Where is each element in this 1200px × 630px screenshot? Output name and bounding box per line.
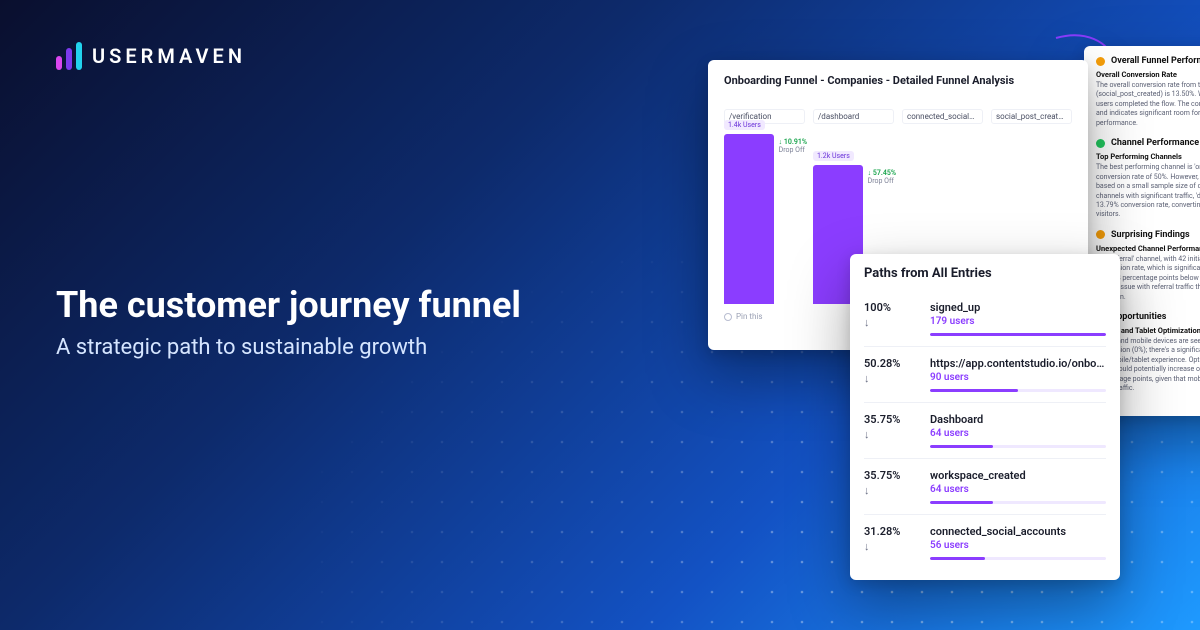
path-name: connected_social_accounts (930, 525, 1106, 538)
paths-rows: 100% ↓ signed_up 179 users 50.28% ↓ https://ap… (864, 291, 1106, 570)
insight-body: The best performing channel is 'organic … (1096, 163, 1200, 220)
path-pct: 50.28% (864, 357, 920, 370)
funnel-step-label: /dashboard (813, 109, 894, 124)
path-row: 100% ↓ signed_up 179 users (864, 291, 1106, 346)
funnel-card-title: Onboarding Funnel - Companies - Detailed… (724, 74, 1072, 87)
insight-section: Channel Performance Top Performing Channe… (1096, 138, 1200, 220)
funnel-dropoff: ↓ 57.45%Drop Off (868, 169, 896, 185)
funnel-bar-cell: 1.4k Users↓ 10.91%Drop Off (724, 134, 805, 304)
insight-dot-icon (1096, 139, 1105, 148)
funnel-dropoff: ↓ 10.91%Drop Off (779, 138, 807, 154)
insight-body: The overall conversion rate from the fir… (1096, 81, 1200, 128)
path-pct-cell: 35.75% ↓ (864, 413, 920, 448)
path-bar (930, 445, 1106, 448)
path-users: 90 users (930, 372, 1106, 383)
path-bar (930, 389, 1106, 392)
path-users: 179 users (930, 316, 1106, 327)
insight-subtitle: Top Performing Channels (1096, 152, 1200, 161)
insight-title: Overall Funnel Performance (1111, 56, 1200, 66)
path-pct-cell: 50.28% ↓ (864, 357, 920, 392)
path-pct: 31.28% (864, 525, 920, 538)
brand-logo: USERMAVEN (56, 42, 246, 70)
insight-heading: Overall Funnel Performance (1096, 56, 1200, 66)
logo-bars-icon (56, 42, 82, 70)
insight-title: Channel Performance (1111, 138, 1199, 148)
arrow-down-icon: ↓ (864, 428, 920, 441)
funnel-bar-badge: 1.4k Users (724, 120, 765, 130)
path-pct: 35.75% (864, 469, 920, 482)
path-detail-cell: connected_social_accounts 56 users (930, 525, 1106, 560)
path-name: workspace_created (930, 469, 1106, 482)
path-pct-cell: 35.75% ↓ (864, 469, 920, 504)
insight-section: Overall Funnel Performance Overall Conver… (1096, 56, 1200, 128)
arrow-down-icon: ↓ (864, 316, 920, 329)
path-detail-cell: https://app.contentstudio.io/onbo… 90 use… (930, 357, 1106, 392)
path-bar (930, 333, 1106, 336)
paths-card: Paths from All Entries 100% ↓ signed_up 179… (850, 254, 1120, 580)
path-row: 31.28% ↓ connected_social_accounts 56 users (864, 514, 1106, 570)
path-bar (930, 501, 1106, 504)
hero-title: The customer journey funnel (56, 284, 521, 327)
path-users: 64 users (930, 484, 1106, 495)
funnel-step-label: connected_social_a… (902, 109, 983, 124)
path-pct-cell: 31.28% ↓ (864, 525, 920, 560)
funnel-step-label: social_post_create… (991, 109, 1072, 124)
path-pct: 35.75% (864, 413, 920, 426)
arrow-down-icon: ↓ (864, 372, 920, 385)
path-row: 35.75% ↓ workspace_created 64 users (864, 458, 1106, 514)
path-users: 64 users (930, 428, 1106, 439)
hero-copy: The customer journey funnel A strategic … (56, 284, 521, 360)
insight-dot-icon (1096, 57, 1105, 66)
arrow-down-icon: ↓ (864, 484, 920, 497)
insight-subtitle: Unexpected Channel Performance (1096, 244, 1200, 253)
funnel-step-labels: /verification/dashboardconnected_social_… (724, 109, 1072, 124)
funnel-bar-badge: 1.2k Users (813, 151, 854, 161)
hero-subtitle: A strategic path to sustainable growth (56, 335, 521, 360)
path-detail-cell: signed_up 179 users (930, 301, 1106, 336)
path-row: 50.28% ↓ https://app.contentstudio.io/onbo… (864, 346, 1106, 402)
path-detail-cell: workspace_created 64 users (930, 469, 1106, 504)
funnel-bar (724, 134, 774, 304)
path-users: 56 users (930, 540, 1106, 551)
path-name: signed_up (930, 301, 1106, 314)
insight-heading: Surprising Findings (1096, 230, 1200, 240)
brand-name: USERMAVEN (92, 44, 246, 68)
pin-label: Pin this (736, 312, 763, 321)
path-pct-cell: 100% ↓ (864, 301, 920, 336)
arrow-down-icon: ↓ (864, 540, 920, 553)
path-pct: 100% (864, 301, 920, 314)
path-name: https://app.contentstudio.io/onbo… (930, 357, 1106, 370)
pin-icon (724, 313, 732, 321)
path-bar (930, 557, 1106, 560)
insight-title: Surprising Findings (1111, 230, 1190, 240)
path-detail-cell: Dashboard 64 users (930, 413, 1106, 448)
hero-banner: USERMAVEN The customer journey funnel A … (0, 0, 1200, 630)
insight-dot-icon (1096, 230, 1105, 239)
insight-heading: Channel Performance (1096, 138, 1200, 148)
paths-card-title: Paths from All Entries (864, 266, 1106, 281)
path-name: Dashboard (930, 413, 1106, 426)
path-row: 35.75% ↓ Dashboard 64 users (864, 402, 1106, 458)
insight-subtitle: Overall Conversion Rate (1096, 70, 1200, 79)
